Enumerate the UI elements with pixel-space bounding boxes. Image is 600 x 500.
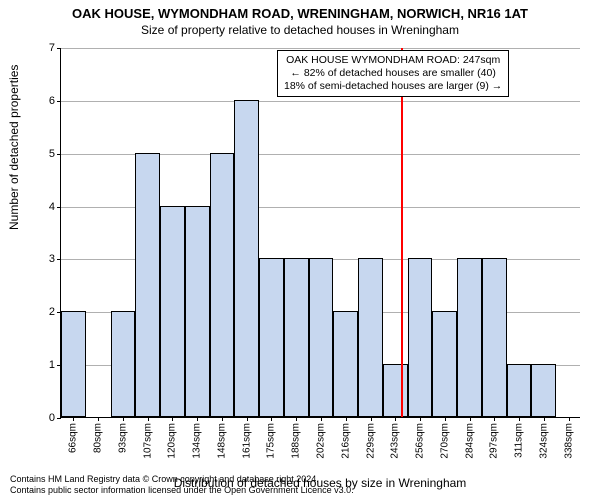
y-tick-label: 5 bbox=[25, 148, 55, 160]
x-tick-label: 216sqm bbox=[340, 417, 351, 459]
x-tick-label: 66sqm bbox=[68, 417, 79, 453]
x-tick-label: 93sqm bbox=[117, 417, 128, 453]
x-tick-label: 202sqm bbox=[316, 417, 327, 459]
histogram-bar bbox=[432, 311, 457, 417]
plot: 0123456766sqm80sqm93sqm107sqm120sqm134sq… bbox=[60, 48, 580, 418]
x-tick-label: 80sqm bbox=[93, 417, 104, 453]
x-tick-label: 134sqm bbox=[192, 417, 203, 459]
x-tick-label: 338sqm bbox=[563, 417, 574, 459]
chart-title: OAK HOUSE, WYMONDHAM ROAD, WRENINGHAM, N… bbox=[0, 0, 600, 21]
y-tick-mark bbox=[57, 259, 61, 260]
annotation-line: 18% of semi-detached houses are larger (… bbox=[284, 80, 502, 93]
histogram-bar bbox=[160, 206, 185, 417]
histogram-bar bbox=[111, 311, 136, 417]
x-tick-label: 324sqm bbox=[538, 417, 549, 459]
x-tick-label: 229sqm bbox=[365, 417, 376, 459]
x-tick-label: 161sqm bbox=[241, 417, 252, 459]
histogram-bar bbox=[383, 364, 408, 417]
plot-area: 0123456766sqm80sqm93sqm107sqm120sqm134sq… bbox=[60, 48, 580, 418]
y-axis-label: Number of detached properties bbox=[7, 65, 21, 230]
y-tick-mark bbox=[57, 48, 61, 49]
x-tick-label: 107sqm bbox=[142, 417, 153, 459]
chart-container: OAK HOUSE, WYMONDHAM ROAD, WRENINGHAM, N… bbox=[0, 0, 600, 500]
x-tick-label: 148sqm bbox=[216, 417, 227, 459]
histogram-bar bbox=[358, 258, 383, 417]
histogram-bar bbox=[284, 258, 309, 417]
y-tick-label: 1 bbox=[25, 359, 55, 371]
y-tick-mark bbox=[57, 418, 61, 419]
gridline bbox=[61, 101, 580, 102]
histogram-bar bbox=[333, 311, 358, 417]
y-tick-label: 3 bbox=[25, 253, 55, 265]
y-tick-label: 2 bbox=[25, 306, 55, 318]
histogram-bar bbox=[135, 153, 160, 417]
y-tick-mark bbox=[57, 207, 61, 208]
histogram-bar bbox=[457, 258, 482, 417]
histogram-bar bbox=[531, 364, 556, 417]
histogram-bar bbox=[61, 311, 86, 417]
gridline bbox=[61, 48, 580, 49]
annotation-line: OAK HOUSE WYMONDHAM ROAD: 247sqm bbox=[284, 54, 502, 67]
histogram-bar bbox=[259, 258, 284, 417]
y-tick-label: 4 bbox=[25, 201, 55, 213]
histogram-bar bbox=[507, 364, 532, 417]
x-tick-label: 175sqm bbox=[266, 417, 277, 459]
x-tick-label: 120sqm bbox=[167, 417, 178, 459]
property-marker-line bbox=[401, 48, 403, 417]
x-tick-label: 311sqm bbox=[514, 417, 525, 458]
histogram-bar bbox=[185, 206, 210, 417]
annotation-box: OAK HOUSE WYMONDHAM ROAD: 247sqm← 82% of… bbox=[277, 50, 509, 97]
x-tick-label: 243sqm bbox=[390, 417, 401, 459]
histogram-bar bbox=[210, 153, 235, 417]
y-tick-label: 7 bbox=[25, 42, 55, 54]
y-tick-label: 6 bbox=[25, 95, 55, 107]
histogram-bar bbox=[309, 258, 334, 417]
footer: Contains HM Land Registry data © Crown c… bbox=[10, 474, 590, 496]
y-tick-mark bbox=[57, 101, 61, 102]
x-tick-label: 188sqm bbox=[291, 417, 302, 459]
x-tick-label: 256sqm bbox=[415, 417, 426, 459]
histogram-bar bbox=[482, 258, 507, 417]
histogram-bar bbox=[408, 258, 433, 417]
annotation-line: ← 82% of detached houses are smaller (40… bbox=[284, 67, 502, 80]
x-tick-label: 284sqm bbox=[464, 417, 475, 459]
footer-line-2: Contains public sector information licen… bbox=[10, 485, 590, 496]
histogram-bar bbox=[234, 100, 259, 417]
x-tick-label: 297sqm bbox=[489, 417, 500, 459]
chart-subtitle: Size of property relative to detached ho… bbox=[0, 21, 600, 37]
y-tick-label: 0 bbox=[25, 412, 55, 424]
y-tick-mark bbox=[57, 154, 61, 155]
footer-line-1: Contains HM Land Registry data © Crown c… bbox=[10, 474, 590, 485]
x-tick-label: 270sqm bbox=[439, 417, 450, 459]
